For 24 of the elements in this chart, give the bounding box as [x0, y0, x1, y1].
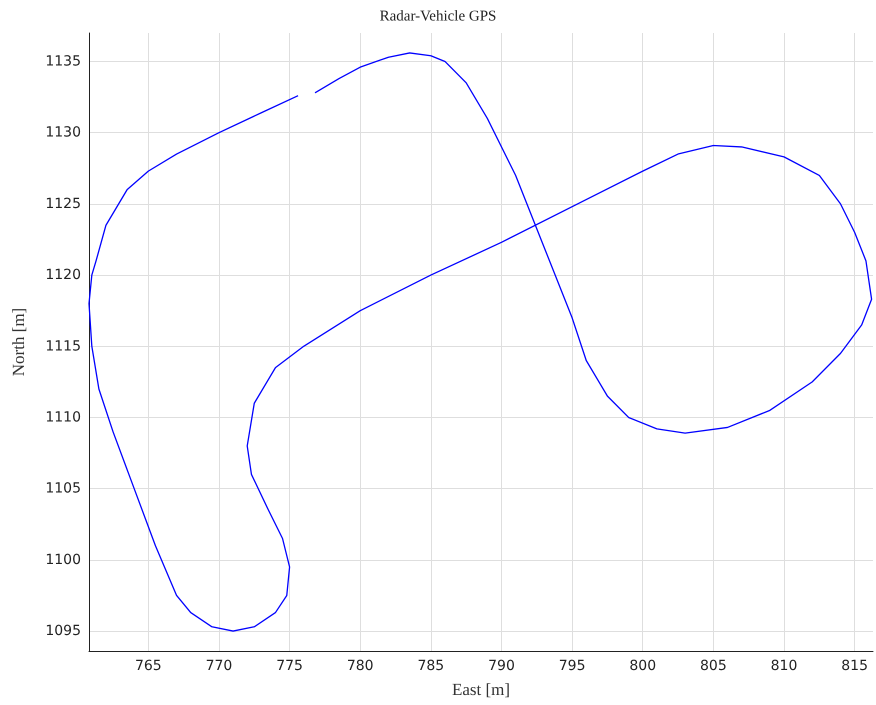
x-tick-label: 810	[770, 658, 798, 674]
x-tick-label: 785	[417, 658, 444, 674]
x-tick-label: 775	[276, 658, 303, 674]
x-tick-label: 780	[346, 658, 374, 674]
x-tick-label: 800	[629, 658, 656, 674]
chart-title: Radar-Vehicle GPS	[380, 8, 496, 24]
y-tick-label: 1115	[45, 338, 81, 354]
y-tick-label: 1120	[45, 267, 81, 284]
x-tick-label: 805	[700, 658, 727, 674]
x-tick-label: 765	[134, 658, 162, 674]
y-tick-label: 1130	[45, 124, 81, 141]
x-tick-label: 770	[206, 658, 232, 674]
y-tick-label: 1100	[45, 552, 81, 568]
line-series	[88, 52, 872, 632]
y-tick-label: 1125	[45, 196, 81, 212]
y-tick-label: 1135	[45, 53, 81, 70]
x-axis-title: East [m]	[452, 680, 510, 699]
y-tick-label: 1095	[45, 623, 81, 640]
y-tick-label: 1110	[45, 409, 81, 426]
x-tick-label: 815	[841, 658, 868, 674]
y-axis-title: North [m]	[9, 308, 28, 376]
y-tick-label: 1105	[45, 480, 81, 497]
x-tick-label: 795	[558, 658, 586, 674]
x-tick-label: 790	[488, 658, 515, 674]
